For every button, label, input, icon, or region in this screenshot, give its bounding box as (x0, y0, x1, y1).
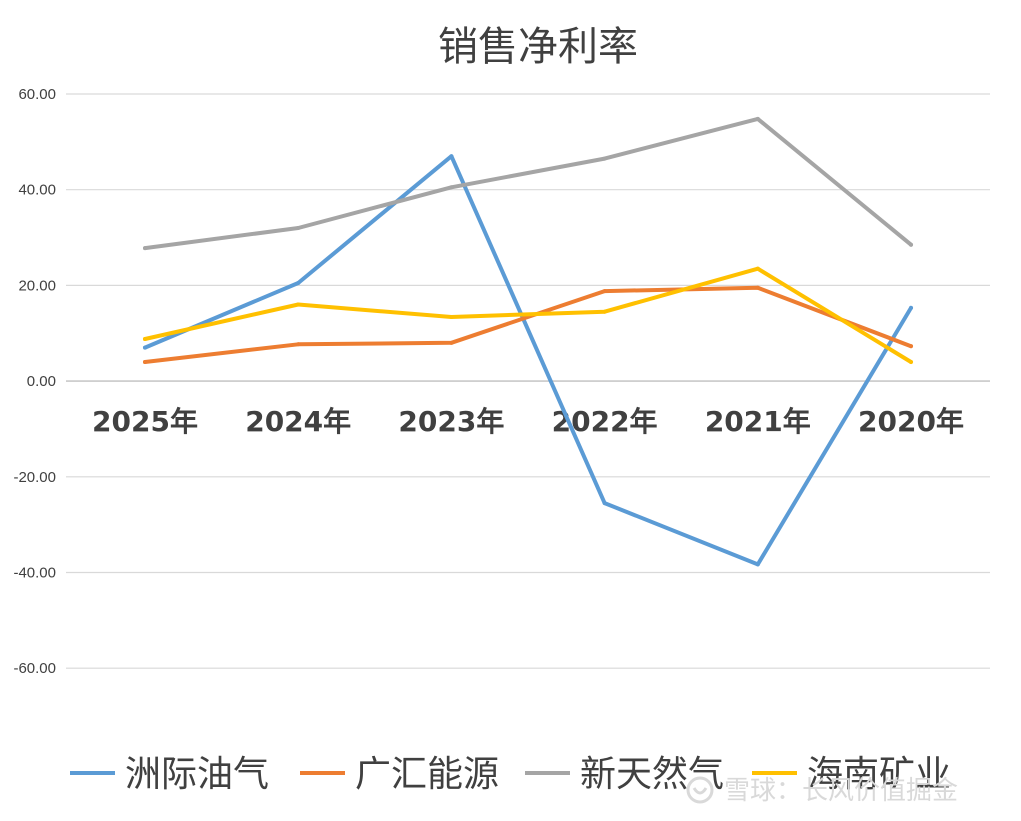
x-tick-label: 2025年 (92, 405, 198, 438)
data-point (296, 281, 301, 286)
data-point (449, 314, 454, 319)
data-point (602, 501, 607, 506)
x-axis-ticks: 2025年 2024年 2023年 2022年 2021年 2020年 (92, 405, 964, 438)
y-tick-label: -20.00 (13, 469, 56, 486)
grid-layer (66, 93, 990, 669)
watermark-logo-icon (686, 776, 714, 804)
y-axis-ticks: 60.00 40.00 20.00 0.00 -20.00 -40.00 -60.00 (13, 86, 56, 677)
data-point (602, 289, 607, 294)
data-point (602, 156, 607, 161)
data-point (909, 344, 913, 349)
x-tick-label: 2021年 (705, 405, 811, 438)
legend-item: 广汇能源 (300, 754, 499, 795)
series-line-1 (143, 154, 913, 567)
legend: 洲际油气 广汇能源 新天然气 海南矿业 (70, 754, 951, 795)
series-layer (143, 116, 913, 567)
data-point (755, 116, 760, 121)
data-point (143, 359, 147, 364)
y-tick-label: 0.00 (27, 373, 56, 390)
data-point (143, 336, 147, 341)
series-line-2 (143, 285, 913, 364)
legend-item: 海南矿业 (752, 754, 951, 795)
chart-title: 销售净利率 (438, 24, 638, 70)
data-point (143, 345, 147, 350)
y-tick-label: -60.00 (13, 660, 56, 677)
x-tick-label: 2020年 (858, 405, 964, 438)
legend-label: 洲际油气 (125, 754, 269, 795)
series-line-4 (143, 266, 913, 364)
data-point (755, 285, 760, 290)
watermark-text: 雪球：长风价值掘金 (724, 776, 958, 806)
data-point (449, 185, 454, 190)
legend-label: 广汇能源 (355, 754, 499, 795)
y-tick-label: 40.00 (18, 182, 56, 199)
watermark: 雪球：长风价值掘金 (686, 776, 958, 806)
data-point (296, 225, 301, 230)
data-point (143, 246, 147, 251)
y-tick-label: 60.00 (18, 86, 56, 103)
series-line-3 (143, 116, 913, 251)
data-point (296, 342, 301, 347)
data-point (755, 266, 760, 271)
legend-label: 新天然气 (580, 754, 724, 795)
y-tick-label: -40.00 (13, 565, 56, 582)
y-tick-label: 20.00 (18, 277, 56, 294)
data-point (449, 154, 454, 159)
data-point (755, 562, 760, 567)
data-point (602, 309, 607, 314)
x-tick-label: 2023年 (398, 405, 504, 438)
legend-item: 新天然气 (525, 754, 724, 795)
legend-item: 洲际油气 (70, 754, 269, 795)
x-tick-label: 2024年 (245, 405, 351, 438)
data-point (909, 359, 913, 364)
data-point (449, 340, 454, 345)
data-point (909, 242, 913, 247)
data-point (296, 302, 301, 307)
legend-label: 海南矿业 (807, 754, 951, 795)
data-point (909, 305, 913, 310)
